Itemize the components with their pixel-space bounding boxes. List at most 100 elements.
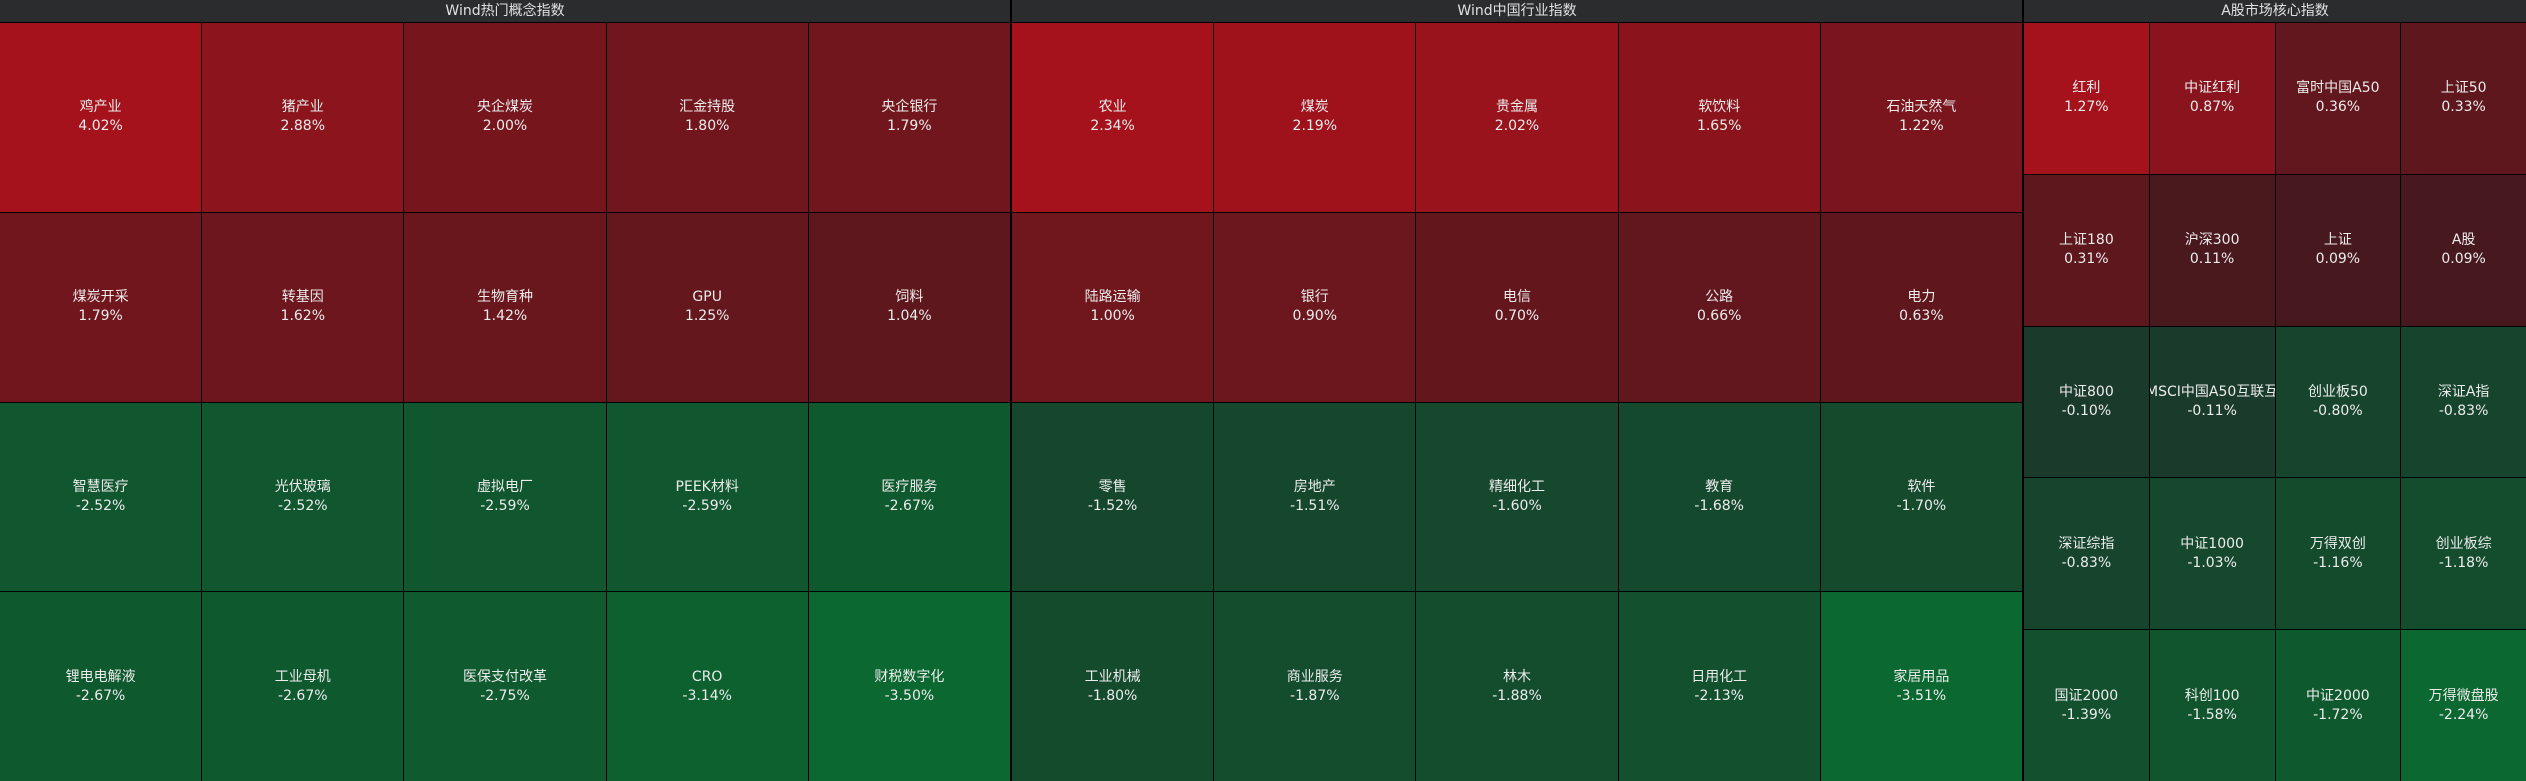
tile-change: -2.67% (884, 497, 935, 514)
index-tile[interactable]: 万得微盘股 -2.24% (2401, 630, 2526, 781)
index-tile[interactable]: 零售 -1.52% (1012, 402, 1214, 592)
index-tile[interactable]: 央企煤炭 2.00% (404, 23, 606, 212)
index-tile[interactable]: 陆路运输 1.00% (1012, 212, 1214, 402)
index-tile[interactable]: 软件 -1.70% (1820, 402, 2022, 592)
index-tile[interactable]: 汇金持股 1.80% (606, 23, 808, 212)
tile-change: -1.70% (1896, 497, 1947, 514)
tile-name: 创业板综 (2435, 535, 2492, 552)
index-tile[interactable]: 电力 0.63% (1820, 212, 2022, 402)
index-tile[interactable]: 中证2000 -1.72% (2275, 630, 2401, 781)
tile-change: -1.52% (1087, 497, 1138, 514)
tile-name: 精细化工 (1488, 478, 1545, 495)
index-tile[interactable]: 贵金属 2.02% (1416, 23, 1618, 212)
index-tile[interactable]: 商业服务 -1.87% (1214, 592, 1416, 781)
index-tile[interactable]: 猪产业 2.88% (202, 23, 404, 212)
index-tile[interactable]: CRO -3.14% (606, 592, 808, 781)
tile-name: 国证2000 (2054, 687, 2119, 704)
tile-change: -3.50% (884, 687, 935, 704)
index-tile[interactable]: 林木 -1.88% (1416, 592, 1618, 781)
index-tile[interactable]: 富时中国A50 0.36% (2275, 23, 2401, 174)
index-tile[interactable]: 饲料 1.04% (808, 212, 1010, 402)
tile-change: 0.33% (2441, 99, 2486, 116)
index-tile[interactable]: 央企银行 1.79% (808, 23, 1010, 212)
index-tile[interactable]: 工业机械 -1.80% (1012, 592, 1214, 781)
index-tile[interactable]: 煤炭 2.19% (1214, 23, 1416, 212)
index-tile[interactable]: 中证800 -0.10% (2024, 326, 2149, 478)
index-tile[interactable]: MSCI中国A50互联互 -0.11% (2149, 326, 2275, 478)
index-tile[interactable]: 上证50 0.33% (2401, 23, 2526, 174)
index-tile[interactable]: 生物育种 1.42% (404, 212, 606, 402)
index-tile[interactable]: 智慧医疗 -2.52% (0, 402, 202, 592)
index-tile[interactable]: 教育 -1.68% (1618, 402, 1820, 592)
panel: Wind中国行业指数 农业 2.34% 煤炭 2.19% 贵金属 2.02% 软饮料 1.65%… (1012, 0, 2022, 781)
tile-name: 虚拟电厂 (476, 478, 533, 495)
index-tile[interactable]: 银行 0.90% (1214, 212, 1416, 402)
tile-change: -2.75% (480, 687, 530, 704)
tile-name: 转基因 (281, 289, 324, 306)
index-tile[interactable]: 精细化工 -1.60% (1416, 402, 1618, 592)
index-tile[interactable]: 家居用品 -3.51% (1820, 592, 2022, 781)
index-tile[interactable]: 日用化工 -2.13% (1618, 592, 1820, 781)
index-tile[interactable]: 虚拟电厂 -2.59% (404, 402, 606, 592)
index-tile[interactable]: 深证综指 -0.83% (2024, 478, 2149, 630)
tile-change: 1.42% (482, 308, 528, 325)
index-tile[interactable]: 财税数字化 -3.50% (808, 592, 1010, 781)
index-tile[interactable]: 上证180 0.31% (2024, 174, 2149, 326)
tile-change: -1.80% (1087, 687, 1138, 704)
index-tile[interactable]: 农业 2.34% (1012, 23, 1214, 212)
tile-change: -3.51% (1896, 687, 1947, 704)
tile-name: 软饮料 (1698, 99, 1741, 116)
tile-name: 煤炭开采 (72, 289, 129, 306)
index-tile[interactable]: PEEK材料 -2.59% (606, 402, 808, 592)
tile-name: A股 (2451, 232, 2476, 249)
tile-change: 1.79% (887, 118, 932, 135)
index-tile[interactable]: 国证2000 -1.39% (2024, 630, 2149, 781)
tile-change: -0.83% (2438, 402, 2489, 419)
index-tile[interactable]: 沪深300 0.11% (2149, 174, 2275, 326)
tile-name: 电力 (1907, 289, 1936, 306)
index-tile[interactable]: 公路 0.66% (1618, 212, 1820, 402)
tile-change: -1.39% (2061, 706, 2112, 723)
index-tile[interactable]: 工业母机 -2.67% (202, 592, 404, 781)
index-tile[interactable]: 中证1000 -1.03% (2149, 478, 2275, 630)
index-tile[interactable]: 上证 0.09% (2275, 174, 2401, 326)
tile-change: 0.63% (1899, 308, 1944, 325)
index-tile[interactable]: 转基因 1.62% (202, 212, 404, 402)
tile-grid: 红利 1.27% 中证红利 0.87% 富时中国A50 0.36% 上证50 0.33% 上证1… (2024, 23, 2526, 781)
index-tile[interactable]: 万得双创 -1.16% (2275, 478, 2401, 630)
index-tile[interactable]: 中证红利 0.87% (2149, 23, 2275, 174)
index-tile[interactable]: 锂电电解液 -2.67% (0, 592, 202, 781)
index-tile[interactable]: 房地产 -1.51% (1214, 402, 1416, 592)
index-tile[interactable]: 煤炭开采 1.79% (0, 212, 202, 402)
tile-change: 1.62% (280, 308, 326, 325)
tile-name: 万得微盘股 (2428, 687, 2499, 704)
tile-name: 上证50 (2440, 80, 2487, 97)
tile-change: -2.59% (682, 497, 732, 514)
index-tile[interactable]: 光伏玻璃 -2.52% (202, 402, 404, 592)
index-tile[interactable]: A股 0.09% (2401, 174, 2526, 326)
index-tile[interactable]: 红利 1.27% (2024, 23, 2149, 174)
index-tile[interactable]: 医疗服务 -2.67% (808, 402, 1010, 592)
index-tile[interactable]: GPU 1.25% (606, 212, 808, 402)
tile-change: -0.80% (2313, 402, 2363, 419)
tile-name: 锂电电解液 (65, 668, 136, 685)
tile-name: 深证综指 (2058, 535, 2115, 552)
index-tile[interactable]: 深证A指 -0.83% (2401, 326, 2526, 478)
index-tile[interactable]: 创业板50 -0.80% (2275, 326, 2401, 478)
tile-change: 1.04% (887, 308, 932, 325)
tile-name: 商业服务 (1286, 668, 1343, 685)
index-tile[interactable]: 鸡产业 4.02% (0, 23, 202, 212)
tile-change: -1.03% (2187, 554, 2237, 571)
index-tile[interactable]: 医保支付改革 -2.75% (404, 592, 606, 781)
tile-name: 贵金属 (1495, 99, 1538, 116)
tile-name: CRO (691, 668, 723, 685)
index-tile[interactable]: 科创100 -1.58% (2149, 630, 2275, 781)
index-tile[interactable]: 创业板综 -1.18% (2401, 478, 2526, 630)
tile-change: -2.52% (278, 497, 328, 514)
tile-name: 零售 (1098, 478, 1127, 495)
index-tile[interactable]: 电信 0.70% (1416, 212, 1618, 402)
tile-change: -0.83% (2061, 554, 2112, 571)
tile-change: 0.09% (2315, 251, 2361, 268)
index-tile[interactable]: 石油天然气 1.22% (1820, 23, 2022, 212)
index-tile[interactable]: 软饮料 1.65% (1618, 23, 1820, 212)
